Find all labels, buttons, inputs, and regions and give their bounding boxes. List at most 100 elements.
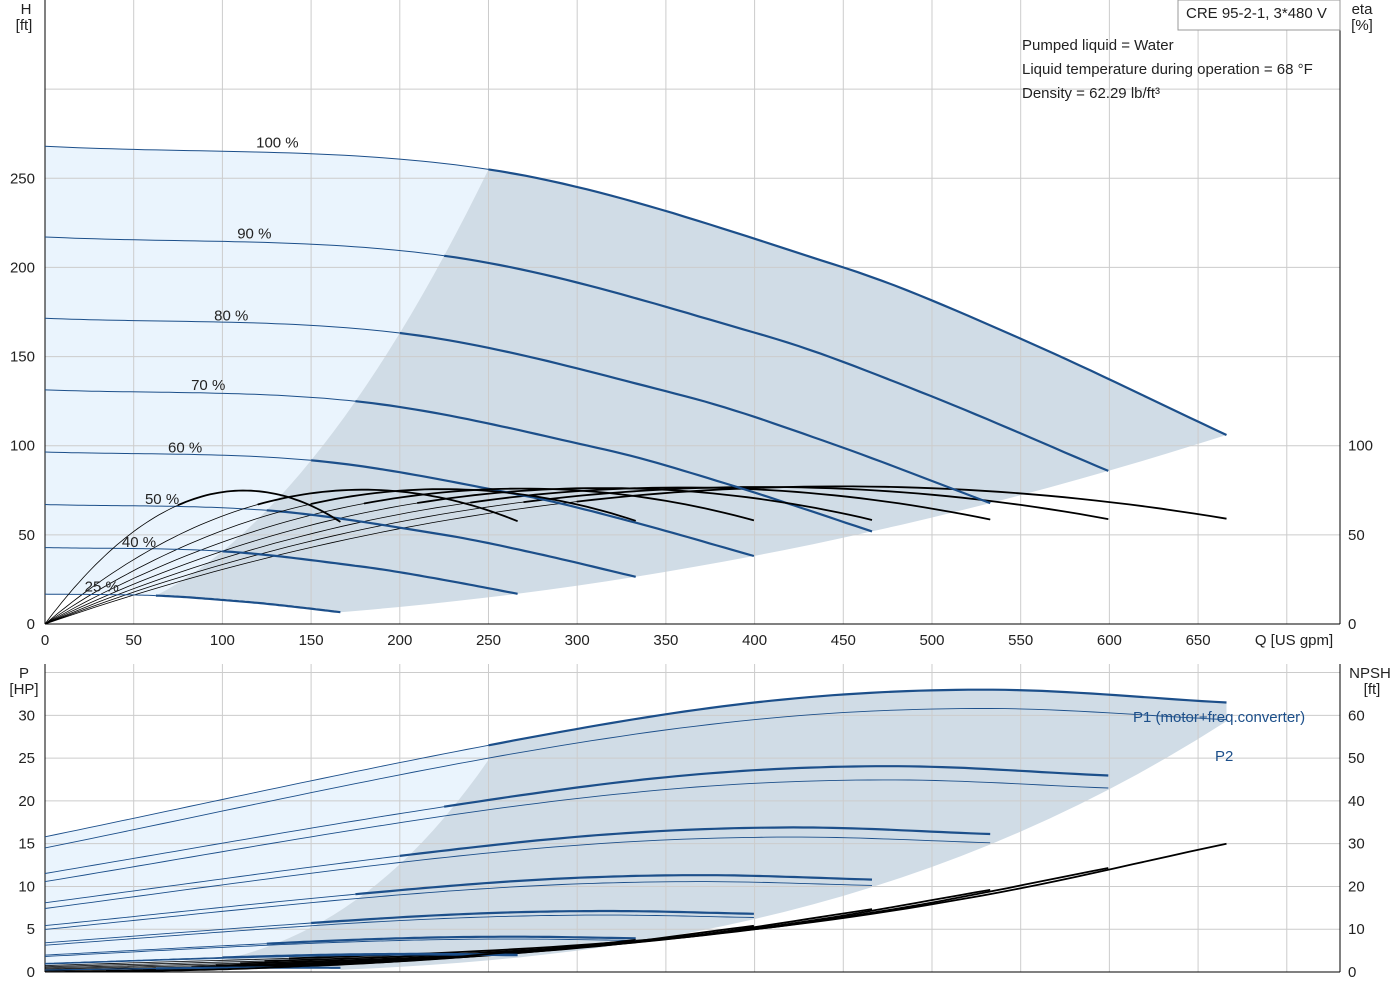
head-curve (222, 550, 518, 595)
liquid-temperature-text: Liquid temperature during operation = 68… (1022, 61, 1313, 78)
p1-curve-thin (44, 893, 356, 927)
pump-model-label: CRE 95-2-1, 3*480 V (1186, 5, 1327, 22)
p1-curve (222, 952, 518, 959)
speed-label: 60 % (168, 439, 202, 456)
speed-label: 40 % (122, 534, 156, 551)
speed-label: 50 % (145, 491, 179, 508)
speed-label: 70 % (191, 377, 225, 394)
npsh-tick-label: 30 (1348, 836, 1365, 853)
power-tick-label: 15 (18, 836, 35, 853)
head-panel: 0 50 100 150 200 250 300 350 400 450 500 550 600 6500… (10, 0, 1373, 649)
head-curve-thin (44, 145, 489, 170)
p1-curve (399, 826, 991, 857)
npsh-curve-thin (44, 964, 216, 970)
npsh-curve-thin (44, 962, 241, 969)
npsh-tick-label: 40 (1348, 793, 1365, 810)
power-axis-unit: [HP] (9, 681, 38, 698)
p1-curve-thin (44, 957, 223, 964)
p1-curve (443, 765, 1109, 808)
head-curve-thin (44, 236, 445, 257)
head-curve-thin (44, 504, 267, 511)
flow-tick-label: 150 (299, 632, 324, 649)
p2-curve (44, 881, 873, 930)
power-tick-label: 20 (18, 793, 35, 810)
efficiency-curve (257, 488, 518, 523)
efficiency-curve (523, 486, 1109, 520)
eta-tick-label: 0 (1348, 616, 1356, 633)
p1-curve (266, 935, 636, 945)
flow-axis-label: Q [US gpm] (1255, 632, 1333, 649)
flow-tick-label: 300 (565, 632, 590, 649)
p2-curve (44, 967, 341, 971)
head-tick-label: 150 (10, 349, 35, 366)
head-tick-label: 100 (10, 438, 35, 455)
flow-tick-label: 100 (210, 632, 235, 649)
p1-curve-thin (44, 922, 312, 944)
npsh-tick-label: 0 (1348, 964, 1356, 981)
head-curve-thin (45, 547, 223, 552)
head-tick-label: 0 (27, 616, 35, 633)
low-flow-region (45, 146, 489, 596)
npsh-curve (105, 963, 341, 973)
npsh-tick-label: 20 (1348, 878, 1365, 895)
flow-tick-label: 400 (742, 632, 767, 649)
flow-tick-label: 650 (1186, 632, 1211, 649)
p1-curve-thin (44, 806, 445, 874)
npsh-axis-unit: [ft] (1364, 681, 1381, 698)
head-curve (155, 594, 341, 614)
head-curve-thin (44, 451, 312, 461)
power-tick-label: 10 (18, 878, 35, 895)
efficiency-curve (363, 487, 755, 522)
head-curve (310, 459, 755, 558)
flow-tick-label: 50 (125, 632, 142, 649)
flow-tick-label: 450 (831, 632, 856, 649)
npsh-axis-title: NPSH (1349, 665, 1391, 682)
npsh-curve-thin (44, 960, 265, 968)
head-curve (266, 509, 636, 578)
eta-tick-label: 100 (1348, 438, 1373, 455)
p1-curve (355, 874, 873, 896)
head-curve-thin (44, 317, 400, 334)
npsh-curve-thin (44, 958, 289, 966)
npsh-curve-thin (44, 969, 143, 972)
head-curve-thin (44, 593, 156, 597)
speed-label: 25 % (85, 579, 119, 596)
p2-curve (44, 938, 636, 957)
p1-curve-thin (44, 855, 400, 904)
p1-curve-thin (44, 943, 267, 956)
head-axis-unit: [ft] (16, 17, 33, 34)
p2-curve (44, 954, 518, 965)
head-curve (443, 254, 1109, 472)
efficiency-curve (310, 488, 636, 522)
flow-tick-label: 550 (1008, 632, 1033, 649)
head-curve-thin (44, 389, 356, 402)
efficiency-curve (470, 486, 991, 521)
flow-tick-label: 0 (41, 632, 49, 649)
eta-tick-label: 50 (1348, 527, 1365, 544)
head-tick-label: 250 (10, 170, 35, 187)
p1-curve (311, 909, 754, 925)
npsh-tick-label: 50 (1348, 750, 1365, 767)
p2-series-label: P2 (1215, 748, 1233, 765)
head-curve (488, 168, 1227, 436)
power-axis-title: P (19, 665, 29, 682)
head-tick-label: 50 (18, 527, 35, 544)
info-box: CRE 95-2-1, 3*480 V Pumped liquid = Wate… (1022, 0, 1341, 102)
power-tick-label: 25 (18, 750, 35, 767)
head-axis-title: H (21, 1, 32, 18)
head-tick-label: 200 (10, 259, 35, 276)
npsh-tick-label: 60 (1348, 707, 1365, 724)
flow-tick-label: 250 (476, 632, 501, 649)
power-tick-label: 30 (18, 707, 35, 724)
power-tick-label: 5 (27, 921, 35, 938)
flow-tick-label: 350 (653, 632, 678, 649)
eta-axis-title: eta (1352, 1, 1374, 18)
p2-curve (44, 779, 1109, 883)
p2-curve (44, 708, 1227, 849)
p2-curve (44, 836, 991, 909)
flow-tick-label: 500 (919, 632, 944, 649)
power-panel: 0 5 10 15 20 25 30 0 10 20 30 40 50 60 (18, 664, 1365, 981)
efficiency-curve (417, 487, 873, 521)
p1-series-label: P1 (motor+freq.converter) (1133, 709, 1305, 726)
